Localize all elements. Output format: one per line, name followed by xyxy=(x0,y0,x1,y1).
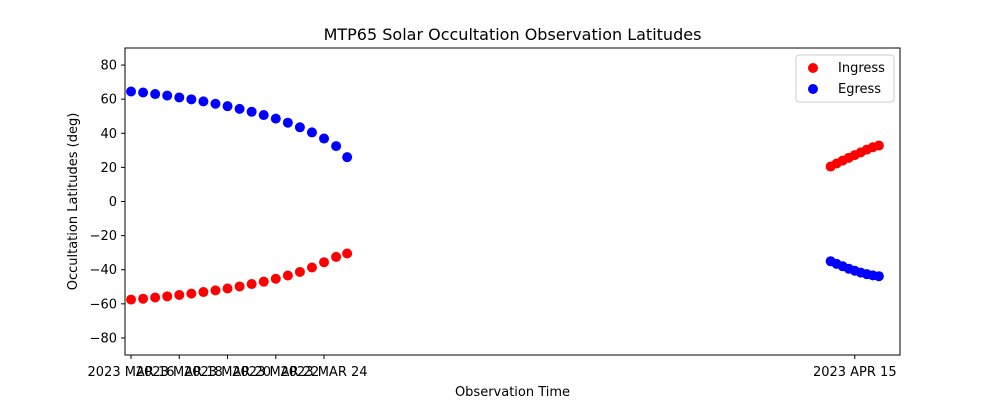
point-ingress-13 xyxy=(282,270,293,281)
point-ingress-9 xyxy=(234,281,245,292)
point-egress-6 xyxy=(198,96,209,107)
y-axis: −80 −60 −40 −20 0 20 40 60 80 xyxy=(90,59,125,346)
point-egress-3 xyxy=(162,90,173,101)
point-ingress-17 xyxy=(331,251,342,262)
point-egress-5 xyxy=(186,94,197,105)
point-ingress-7 xyxy=(210,285,221,296)
y-tick-label-5: 20 xyxy=(100,161,117,176)
y-tick-label-8: 80 xyxy=(100,59,117,74)
point-ingress-14 xyxy=(294,266,305,277)
y-tick-label-0: −80 xyxy=(90,331,117,346)
point-ingress-0 xyxy=(126,294,137,305)
y-tick-label-3: −20 xyxy=(90,229,117,244)
x-tick-label-2: 2023 MAR 20 xyxy=(184,365,271,380)
point-ingress-11 xyxy=(258,276,269,287)
point-ingress-10 xyxy=(246,279,257,290)
chart-title: MTP65 Solar Occultation Observation Lati… xyxy=(324,25,702,44)
point-ingress-4 xyxy=(174,289,185,300)
point-ingress-6 xyxy=(198,287,209,298)
x-tick-label-3: 2023 MAR 22 xyxy=(232,365,319,380)
y-tick-label-4: 0 xyxy=(109,195,117,210)
x-tick-label-0: 2023 MAR 16 xyxy=(88,365,175,380)
point-ingress-8 xyxy=(222,283,233,294)
y-tick-label-1: −60 xyxy=(90,297,117,312)
point-egress-18 xyxy=(342,152,353,163)
point-egress-11 xyxy=(258,110,269,121)
point-ingress-16 xyxy=(319,257,330,268)
point-egress-15 xyxy=(306,127,317,138)
point-egress-7 xyxy=(210,98,221,109)
x-tick-label-5: 2023 APR 15 xyxy=(813,365,897,380)
point-egress-17 xyxy=(331,141,342,152)
point-egress-10 xyxy=(246,106,257,117)
point-ingress-3 xyxy=(162,291,173,302)
plot-frame xyxy=(124,47,901,356)
point-egress-4 xyxy=(174,92,185,103)
point-ingress-1 xyxy=(138,293,149,304)
point-egress-14 xyxy=(294,122,305,133)
point-ingress-12 xyxy=(270,273,281,284)
legend-box xyxy=(795,54,895,103)
point-egress-0 xyxy=(126,86,137,97)
point-egress-12 xyxy=(270,113,281,124)
y-tick-label-6: 40 xyxy=(100,127,117,142)
plot-points xyxy=(126,86,884,305)
point-ingress-27 xyxy=(873,140,884,151)
y-tick-label-2: −40 xyxy=(90,263,117,278)
x-tick-label-1: 2023 MAR 18 xyxy=(136,365,223,380)
point-egress-13 xyxy=(282,117,293,128)
point-ingress-15 xyxy=(306,262,317,273)
legend-label-ingress: Ingress xyxy=(838,61,885,76)
point-ingress-2 xyxy=(150,292,161,303)
point-ingress-5 xyxy=(186,288,197,299)
legend-label-egress: Egress xyxy=(838,82,881,97)
point-egress-1 xyxy=(138,87,149,98)
legend-marker-ingress xyxy=(808,63,818,73)
x-axis-label: Observation Time xyxy=(455,385,570,400)
point-egress-8 xyxy=(222,101,233,112)
legend: Ingress Egress xyxy=(795,54,895,103)
legend-marker-egress xyxy=(808,84,818,94)
point-egress-16 xyxy=(319,133,330,144)
point-ingress-18 xyxy=(342,248,353,259)
x-tick-label-4: 2023 MAR 24 xyxy=(281,365,368,380)
point-egress-9 xyxy=(234,103,245,114)
y-tick-label-7: 60 xyxy=(100,93,117,108)
point-egress-2 xyxy=(150,89,161,100)
point-egress-27 xyxy=(873,271,884,282)
y-axis-label: Occultation Latitudes (deg) xyxy=(66,113,81,291)
